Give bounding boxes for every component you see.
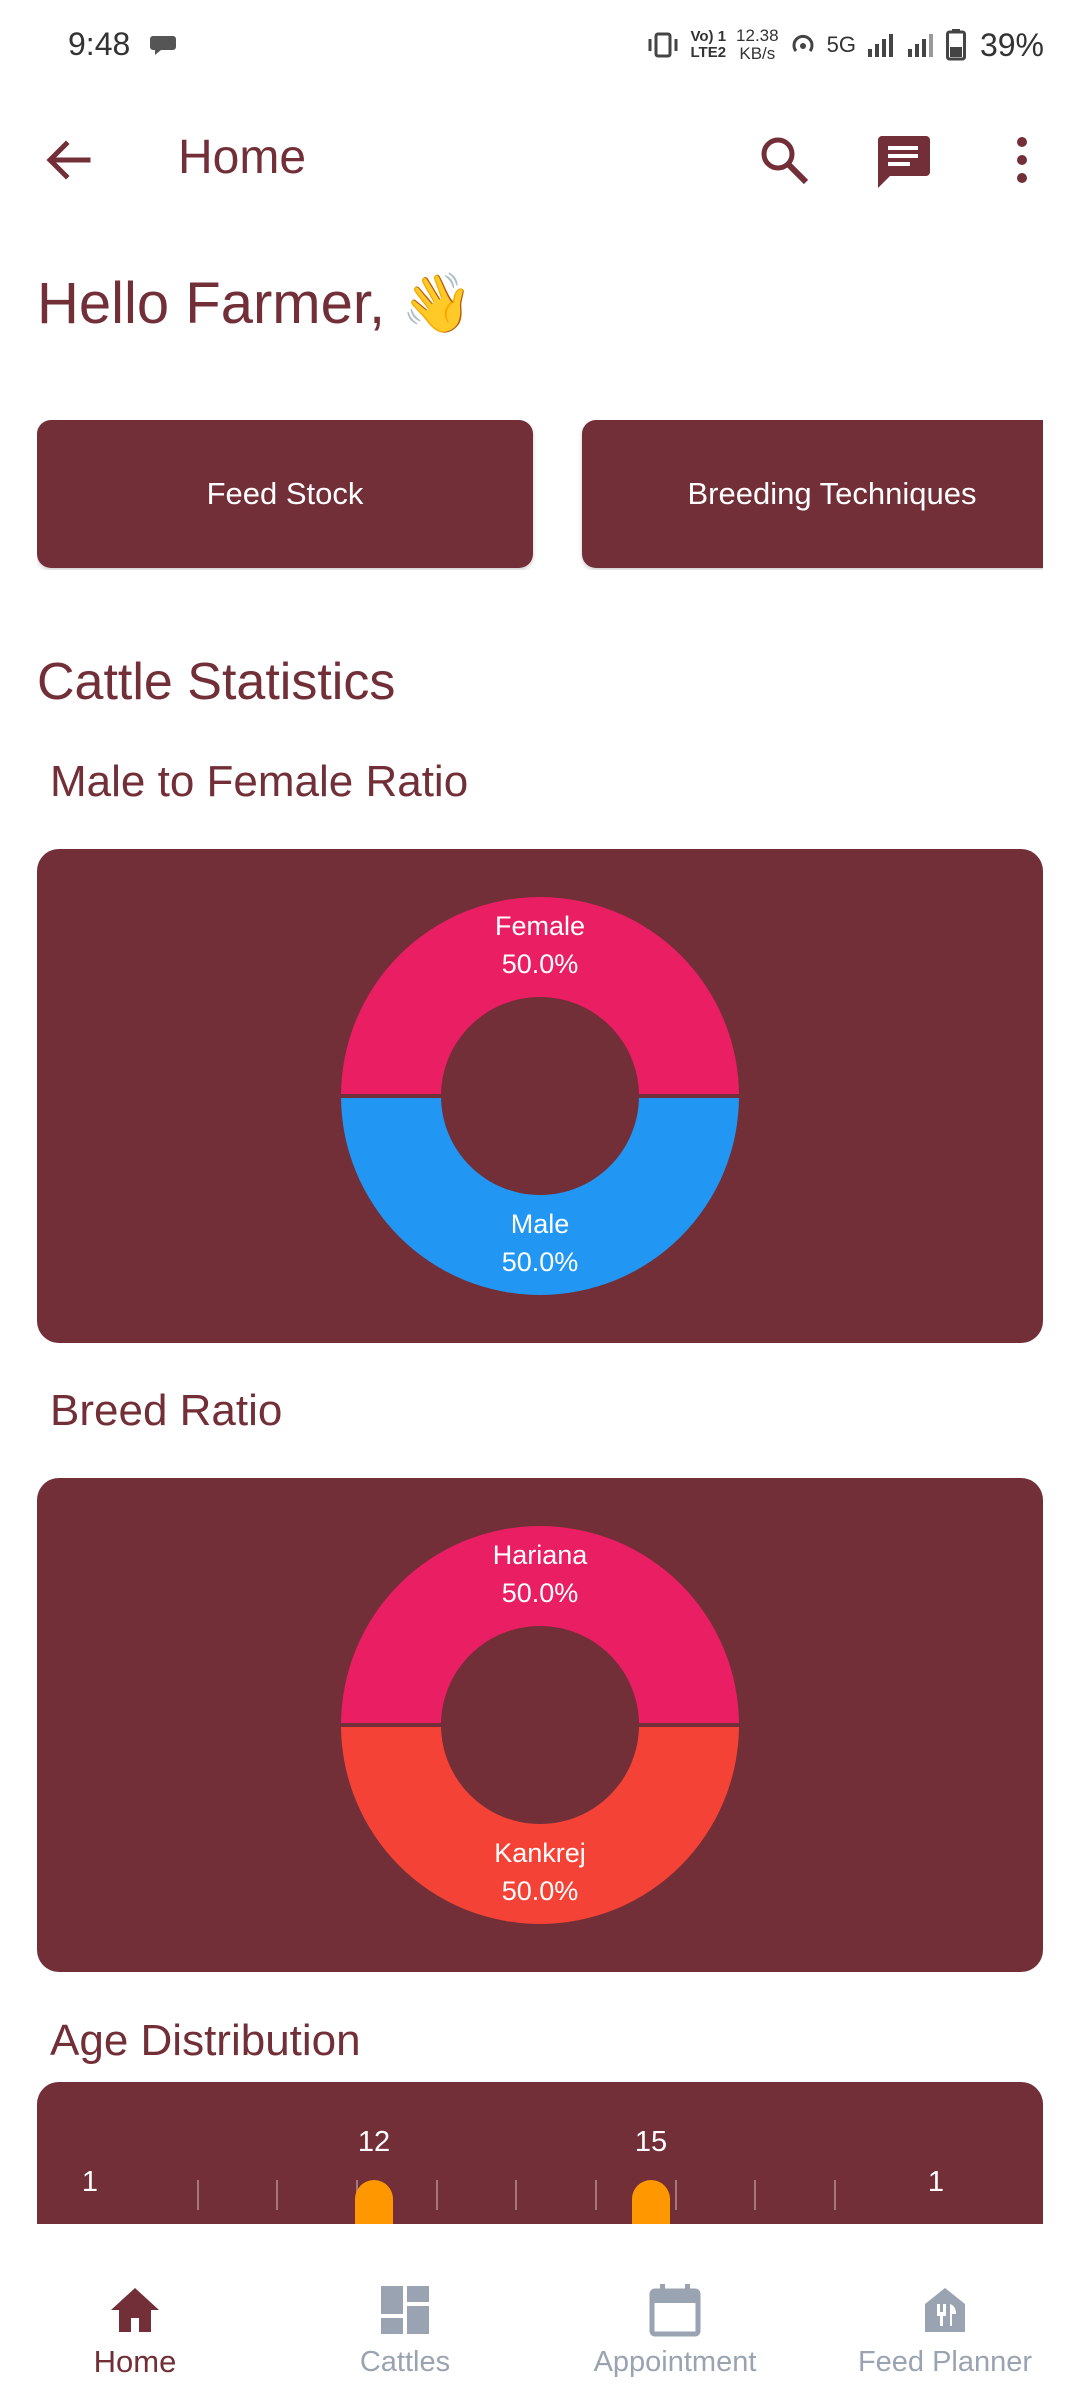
cattle-statistics-title: Cattle Statistics [37, 653, 396, 711]
age-grid-tick [754, 2180, 756, 2210]
age-grid-tick [276, 2180, 278, 2210]
status-time: 9:48 [68, 26, 131, 62]
nav-cattles-label: Cattles [359, 2346, 451, 2378]
breed-slice-hariana [341, 1526, 739, 1725]
age-grid-tick [595, 2180, 597, 2210]
age-value-label: 15 [634, 2126, 668, 2158]
age-value-label: 1 [927, 2166, 945, 2198]
calendar-icon [649, 2284, 701, 2337]
age-bar [355, 2180, 393, 2224]
nav-home-label: Home [93, 2344, 177, 2379]
age-distribution-title: Age Distribution [50, 2016, 361, 2065]
gender-ratio-donut: Female 50.0% Male 50.0% [341, 897, 739, 1295]
more-vert-icon[interactable] [1004, 132, 1040, 188]
dashboard-icon [381, 2286, 429, 2334]
network-speed: 12.38 KB/s [736, 26, 779, 63]
nav-feed-planner-label: Feed Planner [857, 2346, 1033, 2378]
gender-slice-female [341, 897, 739, 1096]
age-grid-tick [515, 2180, 517, 2210]
breed-ratio-donut: Hariana 50.0% Kankrej 50.0% [341, 1526, 739, 1924]
app-bar: Home [0, 92, 1080, 228]
breed-ratio-title: Breed Ratio [50, 1386, 283, 1435]
page-title: Home [178, 131, 307, 184]
breed-slice-kankrej [341, 1725, 739, 1924]
gender-value-male: 50.0% [502, 1247, 579, 1277]
breed-value-hariana: 50.0% [502, 1578, 579, 1608]
nav-home[interactable]: Home [0, 2224, 270, 2400]
chat-icon[interactable] [874, 132, 932, 190]
greeting-text: Hello Farmer, 👋 [37, 271, 474, 336]
nav-appointment-label: Appointment [593, 2346, 757, 2378]
breeding-techniques-card[interactable]: Breeding Techniques [582, 420, 1043, 568]
status-bar: 9:48 Vo) 1 LTE2 12.38 KB/s 5G [0, 0, 1080, 92]
signal-icon-2 [907, 34, 933, 57]
breed-value-kankrej: 50.0% [502, 1876, 579, 1906]
nav-cattles[interactable]: Cattles [270, 2224, 540, 2400]
battery-percentage: 39% [979, 26, 1044, 63]
status-icons: Vo) 1 LTE2 12.38 KB/s 5G 39% [646, 22, 1044, 68]
gender-label-male: Male [511, 1209, 570, 1239]
breed-ratio-chart: Hariana 50.0% Kankrej 50.0% [37, 1478, 1043, 1972]
gender-ratio-title: Male to Female Ratio [50, 757, 469, 806]
gender-value-female: 50.0% [502, 949, 579, 979]
network-info: Vo) 1 LTE2 [690, 28, 727, 61]
feed-planner-icon [925, 2288, 965, 2332]
age-value-label: 12 [357, 2126, 391, 2158]
bottom-navigation: Home Cattles Appointment Feed Planner [0, 2224, 1080, 2400]
message-notification-icon [150, 36, 176, 55]
breed-label-kankrej: Kankrej [494, 1838, 586, 1868]
network-type: 5G [826, 32, 856, 57]
feed-stock-card[interactable]: Feed Stock [37, 420, 533, 568]
home-icon [111, 2288, 159, 2332]
age-grid-tick [197, 2180, 199, 2210]
search-icon[interactable] [756, 132, 812, 188]
age-bar [632, 2180, 670, 2224]
age-grid-tick [675, 2180, 677, 2210]
nav-feed-planner[interactable]: Feed Planner [810, 2224, 1080, 2400]
age-value-label: 1 [81, 2166, 99, 2198]
age-grid-tick [436, 2180, 438, 2210]
hotspot-icon [792, 34, 814, 52]
gender-slice-male [341, 1096, 739, 1295]
gender-label-female: Female [495, 911, 585, 941]
nav-appointment[interactable]: Appointment [540, 2224, 810, 2400]
age-grid-tick [834, 2180, 836, 2210]
gender-ratio-chart: Female 50.0% Male 50.0% [37, 849, 1043, 1343]
arrow-back-icon[interactable] [42, 134, 94, 186]
breed-label-hariana: Hariana [493, 1540, 589, 1570]
age-distribution-chart: 1 12 15 1 [37, 2082, 1043, 2224]
vibrate-icon [648, 32, 678, 58]
battery-icon [945, 29, 966, 61]
quick-actions: Feed Stock Breeding Techniques [37, 420, 1043, 570]
signal-icon-1 [867, 34, 893, 57]
